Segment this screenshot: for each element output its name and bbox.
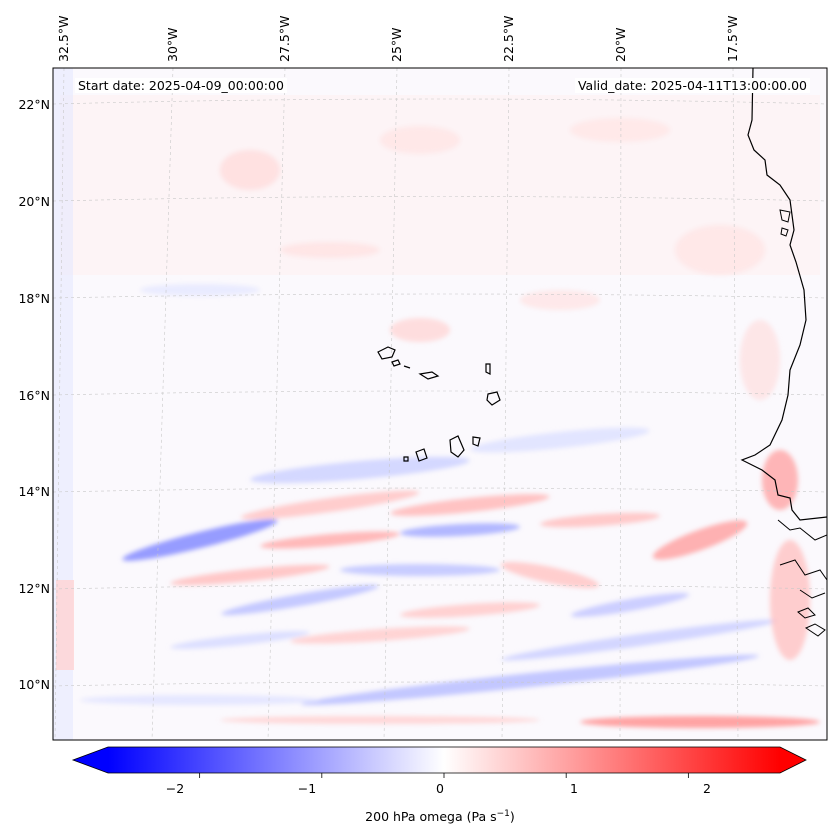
africa-coastline [740, 68, 827, 521]
colorbar-tick-label: 0 [436, 781, 444, 796]
map-frame [52, 67, 828, 741]
start-date-label: Start date: 2025-04-09_00:00:00 [75, 78, 287, 93]
lon-label: 25°W [389, 27, 404, 62]
lon-label: 32.5°W [56, 15, 71, 62]
colorbar-body [108, 747, 780, 773]
graticule [53, 68, 827, 740]
lat-label: 14°N [18, 484, 50, 499]
colorbar-min-extension [73, 747, 108, 773]
colorbar-label: 200 hPa omega (Pa s−1) [0, 809, 837, 824]
colorbar-tick-label: 2 [703, 781, 711, 796]
lon-label: 20°W [613, 27, 628, 62]
lon-label: 30°W [165, 27, 180, 62]
omega-field [53, 68, 827, 740]
lat-label: 22°N [18, 97, 50, 112]
variable-name: 200 hPa omega [365, 809, 463, 825]
colorbar-max-extension [780, 747, 806, 773]
valid-date-label: Valid_date: 2025-04-11T13:00:00.00 [574, 78, 810, 93]
colorbar-tick-label: −2 [165, 781, 185, 796]
lat-label: 12°N [18, 581, 50, 596]
lat-label: 20°N [18, 194, 50, 209]
cape-verde-islands [377, 346, 501, 462]
colorbar [71, 746, 807, 778]
lon-label: 17.5°W [725, 15, 740, 62]
colorbar-tick-label: 1 [570, 781, 578, 796]
lat-label: 10°N [18, 677, 50, 692]
units: (Pa s−1) [466, 809, 515, 825]
lat-label: 18°N [18, 291, 50, 306]
lon-label: 27.5°W [277, 15, 292, 62]
lon-label: 22.5°W [501, 15, 516, 62]
lat-label: 16°N [18, 388, 50, 403]
colorbar-tick-label: −1 [297, 781, 317, 796]
